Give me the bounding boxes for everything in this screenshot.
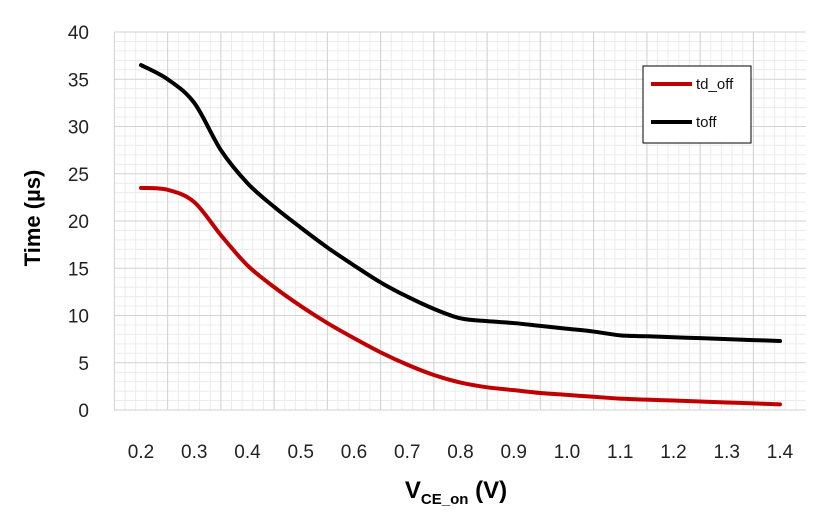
x-tick-label: 0.9: [501, 442, 527, 463]
x-tick-label: 1.0: [554, 442, 580, 463]
legend-label-td-off: td_off: [696, 76, 734, 93]
series-line-td-off: [139, 185, 782, 407]
x-tick-label: 1.4: [767, 442, 794, 463]
x-tick-label: 1.3: [714, 442, 740, 463]
x-tick-label: 0.2: [128, 442, 154, 463]
x-axis-label-main: V: [405, 477, 421, 504]
legend-label-toff: toff: [696, 114, 717, 131]
x-axis-label: VCE_on (V): [405, 477, 507, 508]
x-tick-label: 1.1: [607, 442, 633, 463]
y-tick-label: 35: [68, 70, 89, 91]
x-tick-label: 0.3: [181, 442, 207, 463]
y-tick-label: 15: [68, 259, 89, 280]
y-axis-ticks: 0 5 10 15 20 25 30 35 40: [68, 23, 89, 422]
y-tick-label: 40: [68, 23, 89, 44]
x-axis-label-subscript: CE_on: [421, 491, 469, 508]
x-axis-label-unit: (V): [468, 477, 507, 504]
x-axis-ticks: 0.2 0.3 0.4 0.5 0.6 0.7 0.8 0.9 1.0 1.1 1.2 1.3 1.4: [128, 442, 794, 463]
legend-box: [642, 65, 752, 144]
y-tick-label: 30: [68, 118, 89, 139]
x-tick-label: 0.8: [447, 442, 473, 463]
y-tick-label: 25: [68, 165, 89, 186]
y-tick-label: 20: [68, 212, 89, 233]
x-tick-label: 0.7: [394, 442, 420, 463]
x-tick-label: 0.6: [341, 442, 367, 463]
x-tick-label: 1.2: [660, 442, 686, 463]
legend: td_off toff: [642, 65, 752, 144]
y-tick-label: 5: [78, 354, 89, 375]
y-tick-label: 0: [78, 401, 89, 422]
x-tick-label: 0.5: [288, 442, 314, 463]
series-lines: [139, 63, 782, 407]
x-tick-label: 0.4: [234, 442, 261, 463]
y-tick-label: 10: [68, 307, 89, 328]
y-axis-label: Time (µs): [20, 170, 45, 267]
series-line-toff: [139, 63, 782, 344]
